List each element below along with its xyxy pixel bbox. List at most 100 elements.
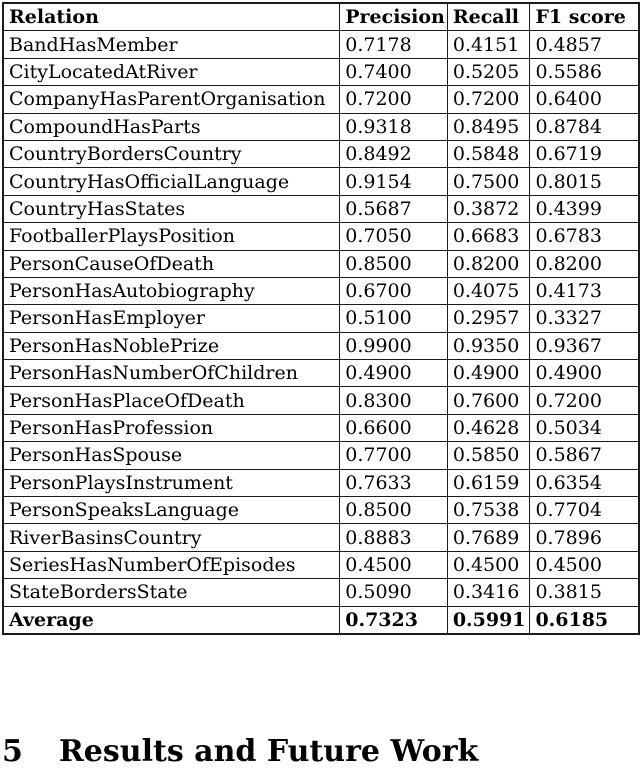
relation-cell: PersonPlaysInstrument xyxy=(2,468,341,498)
recall-cell: 0.7200 xyxy=(446,85,531,114)
table-row: CountryHasOfficialLanguage 0.9154 0.7500… xyxy=(2,167,640,196)
f1-cell: 0.6354 xyxy=(529,468,640,498)
precision-cell: 0.8300 xyxy=(339,386,448,415)
f1-cell: 0.8200 xyxy=(529,249,640,278)
table-row: PersonHasProfession 0.6600 0.4628 0.5034 xyxy=(2,413,640,443)
precision-cell: 0.7200 xyxy=(339,85,448,114)
recall-cell: 0.7689 xyxy=(446,523,531,552)
recall-cell: 0.5848 xyxy=(446,139,531,169)
table-row: PersonHasNoblePrize 0.9900 0.9350 0.9367 xyxy=(2,331,640,361)
f1-cell: 0.5586 xyxy=(529,57,640,87)
relation-cell: PersonHasPlaceOfDeath xyxy=(2,386,341,415)
precision-cell: 0.8500 xyxy=(339,496,448,525)
relation-cell: CompoundHasParts xyxy=(2,112,341,141)
section-number: 5 xyxy=(2,734,23,769)
recall-cell: 0.3416 xyxy=(446,578,531,607)
relation-cell: CountryBordersCountry xyxy=(2,139,341,169)
header-recall: Recall xyxy=(446,2,531,32)
f1-cell: 0.6400 xyxy=(529,85,640,114)
precision-cell: 0.6600 xyxy=(339,413,448,443)
table-row: PersonHasAutobiography 0.6700 0.4075 0.4… xyxy=(2,276,640,306)
f1-cell: 0.4900 xyxy=(529,359,640,388)
f1-cell: 0.5034 xyxy=(529,413,640,443)
f1-cell: 0.4500 xyxy=(529,550,640,580)
f1-cell: 0.9367 xyxy=(529,331,640,361)
average-f1-cell: 0.6185 xyxy=(529,605,640,635)
f1-cell: 0.5867 xyxy=(529,441,640,470)
f1-cell: 0.6719 xyxy=(529,139,640,169)
precision-cell: 0.6700 xyxy=(339,276,448,306)
table-row: SeriesHasNumberOfEpisodes 0.4500 0.4500 … xyxy=(2,550,640,580)
recall-cell: 0.7600 xyxy=(446,386,531,415)
table-row: CompanyHasParentOrganisation 0.7200 0.72… xyxy=(2,85,640,114)
recall-cell: 0.5850 xyxy=(446,441,531,470)
f1-cell: 0.3815 xyxy=(529,578,640,607)
relation-cell: PersonHasNumberOfChildren xyxy=(2,359,341,388)
f1-cell: 0.8015 xyxy=(529,167,640,196)
precision-cell: 0.7178 xyxy=(339,30,448,59)
f1-cell: 0.7704 xyxy=(529,496,640,525)
table-row: PersonHasEmployer 0.5100 0.2957 0.3327 xyxy=(2,304,640,333)
precision-cell: 0.5100 xyxy=(339,304,448,333)
relation-cell: BandHasMember xyxy=(2,30,341,59)
recall-cell: 0.4075 xyxy=(446,276,531,306)
table-footer-row: Average 0.7323 0.5991 0.6185 xyxy=(2,605,640,635)
recall-cell: 0.2957 xyxy=(446,304,531,333)
relation-cell: PersonHasProfession xyxy=(2,413,341,443)
recall-cell: 0.6159 xyxy=(446,468,531,498)
table-row: StateBordersState 0.5090 0.3416 0.3815 xyxy=(2,578,640,607)
recall-cell: 0.9350 xyxy=(446,331,531,361)
recall-cell: 0.7500 xyxy=(446,167,531,196)
precision-cell: 0.7050 xyxy=(339,222,448,251)
table-row: PersonPlaysInstrument 0.7633 0.6159 0.63… xyxy=(2,468,640,498)
precision-cell: 0.8883 xyxy=(339,523,448,552)
results-table: Relation Precision Recall F1 score BandH… xyxy=(2,2,640,635)
table-row: PersonHasPlaceOfDeath 0.8300 0.7600 0.72… xyxy=(2,386,640,415)
table-row: PersonCauseOfDeath 0.8500 0.8200 0.8200 xyxy=(2,249,640,278)
f1-cell: 0.3327 xyxy=(529,304,640,333)
table-row: BandHasMember 0.7178 0.4151 0.4857 xyxy=(2,30,640,59)
recall-cell: 0.4500 xyxy=(446,550,531,580)
relation-cell: PersonCauseOfDeath xyxy=(2,249,341,278)
average-label-cell: Average xyxy=(2,605,341,635)
precision-cell: 0.5090 xyxy=(339,578,448,607)
relation-cell: CityLocatedAtRiver xyxy=(2,57,341,87)
table-row: PersonHasSpouse 0.7700 0.5850 0.5867 xyxy=(2,441,640,470)
table-row: CompoundHasParts 0.9318 0.8495 0.8784 xyxy=(2,112,640,141)
table-row: RiverBasinsCountry 0.8883 0.7689 0.7896 xyxy=(2,523,640,552)
average-recall-cell: 0.5991 xyxy=(446,605,531,635)
recall-cell: 0.4628 xyxy=(446,413,531,443)
recall-cell: 0.3872 xyxy=(446,194,531,224)
recall-cell: 0.4900 xyxy=(446,359,531,388)
relation-cell: PersonSpeaksLanguage xyxy=(2,496,341,525)
header-f1-score: F1 score xyxy=(529,2,640,32)
relation-cell: StateBordersState xyxy=(2,578,341,607)
f1-cell: 0.4857 xyxy=(529,30,640,59)
header-precision: Precision xyxy=(339,2,448,32)
section-title: Results and Future Work xyxy=(58,734,479,769)
relation-cell: PersonHasNoblePrize xyxy=(2,331,341,361)
f1-cell: 0.4173 xyxy=(529,276,640,306)
relation-cell: PersonHasEmployer xyxy=(2,304,341,333)
precision-cell: 0.8492 xyxy=(339,139,448,169)
table-row: FootballerPlaysPosition 0.7050 0.6683 0.… xyxy=(2,222,640,251)
relation-cell: SeriesHasNumberOfEpisodes xyxy=(2,550,341,580)
f1-cell: 0.7896 xyxy=(529,523,640,552)
recall-cell: 0.5205 xyxy=(446,57,531,87)
f1-cell: 0.8784 xyxy=(529,112,640,141)
f1-cell: 0.6783 xyxy=(529,222,640,251)
table-row: PersonSpeaksLanguage 0.8500 0.7538 0.770… xyxy=(2,496,640,525)
average-precision-cell: 0.7323 xyxy=(339,605,448,635)
table-row: CityLocatedAtRiver 0.7400 0.5205 0.5586 xyxy=(2,57,640,87)
section-heading: 5 Results and Future Work xyxy=(2,737,478,767)
table-row: CountryBordersCountry 0.8492 0.5848 0.67… xyxy=(2,139,640,169)
table-row: PersonHasNumberOfChildren 0.4900 0.4900 … xyxy=(2,359,640,388)
precision-cell: 0.9900 xyxy=(339,331,448,361)
relation-cell: CountryHasStates xyxy=(2,194,341,224)
relation-cell: CountryHasOfficialLanguage xyxy=(2,167,341,196)
table-row: CountryHasStates 0.5687 0.3872 0.4399 xyxy=(2,194,640,224)
f1-cell: 0.7200 xyxy=(529,386,640,415)
recall-cell: 0.8495 xyxy=(446,112,531,141)
table-header-row: Relation Precision Recall F1 score xyxy=(2,2,640,32)
